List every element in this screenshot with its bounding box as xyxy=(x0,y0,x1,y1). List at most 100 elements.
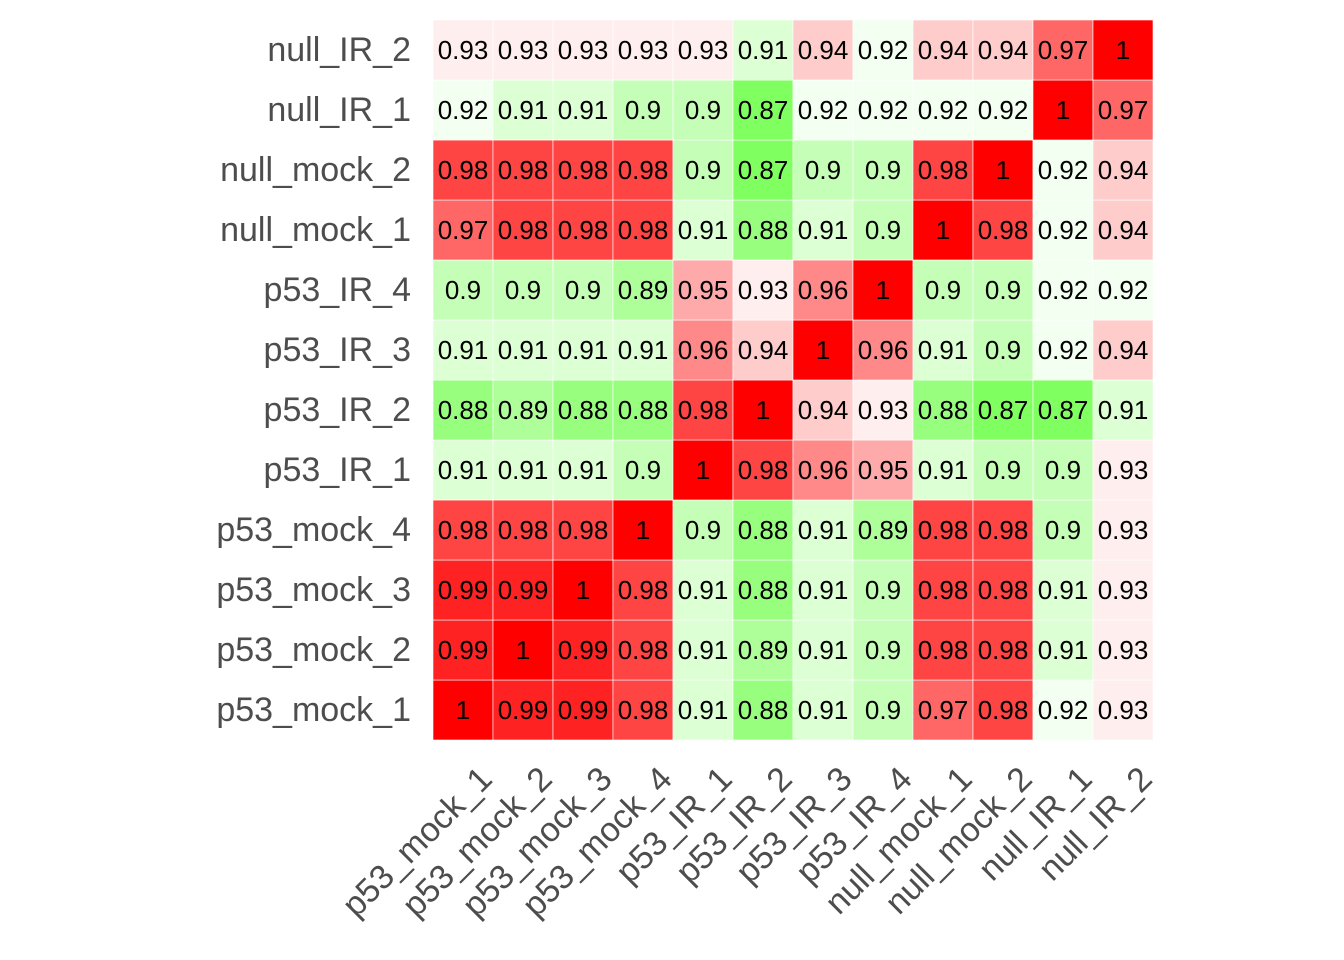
cell-value-label: 0.9 xyxy=(565,275,601,305)
cell-value-label: 0.91 xyxy=(498,455,549,485)
cell-value-label: 0.87 xyxy=(978,395,1029,425)
cell-value-label: 0.9 xyxy=(865,155,901,185)
heatmap-cell-null_mock_2-p53_IR_2 xyxy=(732,139,794,201)
cell-value-label: 0.92 xyxy=(1038,275,1089,305)
heatmap-cell-null_mock_1-p53_IR_4 xyxy=(852,199,914,261)
heatmap-cell-p53_mock_2-p53_mock_4 xyxy=(612,619,674,681)
cell-value-label: 0.99 xyxy=(558,695,609,725)
cell-value-label: 1 xyxy=(876,275,890,305)
cell-value-label: 0.91 xyxy=(678,695,729,725)
y-tick-label: p53_IR_2 xyxy=(264,391,411,429)
y-tick-label: null_IR_2 xyxy=(267,31,411,69)
cell-value-label: 0.88 xyxy=(918,395,969,425)
heatmap-cell-null_mock_1-p53_mock_3 xyxy=(552,199,614,261)
cell-value-label: 0.9 xyxy=(985,335,1021,365)
cell-value-label: 0.96 xyxy=(798,455,849,485)
cell-value-label: 0.99 xyxy=(558,635,609,665)
heatmap-cell-p53_mock_2-p53_IR_3 xyxy=(792,619,854,681)
cell-value-label: 0.93 xyxy=(438,35,489,65)
cell-value-label: 0.98 xyxy=(558,515,609,545)
cell-value-label: 0.98 xyxy=(498,515,549,545)
cell-value-label: 1 xyxy=(936,215,950,245)
heatmap-cell-p53_mock_1-null_mock_2 xyxy=(972,679,1034,741)
cell-value-label: 0.91 xyxy=(798,515,849,545)
heatmap-cell-p53_mock_1-p53_IR_1 xyxy=(672,679,734,741)
heatmap-cell-null_mock_1-p53_mock_2 xyxy=(492,199,554,261)
heatmap-cell-null_IR_2-p53_IR_1 xyxy=(672,19,734,81)
cell-value-label: 0.94 xyxy=(1098,215,1149,245)
cell-value-label: 0.94 xyxy=(738,335,789,365)
cell-value-label: 0.9 xyxy=(1045,455,1081,485)
heatmap-cell-p53_IR_3-null_IR_1 xyxy=(1032,319,1094,381)
heatmap-cell-p53_IR_3-null_IR_2 xyxy=(1092,319,1154,381)
heatmap-cell-null_mock_2-p53_mock_2 xyxy=(492,139,554,201)
cell-value-label: 0.94 xyxy=(1098,335,1149,365)
heatmap-cell-null_mock_2-p53_mock_3 xyxy=(552,139,614,201)
cell-value-label: 0.92 xyxy=(1038,695,1089,725)
cell-value-label: 0.87 xyxy=(738,95,789,125)
cell-value-label: 0.98 xyxy=(918,155,969,185)
heatmap-cell-p53_mock_2-p53_mock_1 xyxy=(432,619,494,681)
cell-value-label: 0.88 xyxy=(738,695,789,725)
cell-value-label: 0.9 xyxy=(685,515,721,545)
heatmap-cell-null_IR_1-p53_mock_2 xyxy=(492,79,554,141)
cell-value-label: 0.9 xyxy=(685,95,721,125)
cell-value-label: 0.91 xyxy=(798,575,849,605)
cell-value-label: 0.89 xyxy=(618,275,669,305)
heatmap-cell-p53_IR_3-p53_IR_3 xyxy=(792,319,854,381)
cell-value-label: 0.9 xyxy=(865,575,901,605)
heatmap-cell-null_mock_2-null_IR_1 xyxy=(1032,139,1094,201)
heatmap-cell-null_IR_2-p53_IR_3 xyxy=(792,19,854,81)
cell-value-label: 0.93 xyxy=(858,395,909,425)
cell-value-label: 0.93 xyxy=(1098,575,1149,605)
heatmap-cell-p53_mock_3-p53_IR_1 xyxy=(672,559,734,621)
heatmap-cell-p53_IR_1-p53_IR_2 xyxy=(732,439,794,501)
heatmap-cell-p53_mock_4-null_IR_1 xyxy=(1032,499,1094,561)
cell-value-label: 1 xyxy=(576,575,590,605)
heatmap-cell-null_IR_1-p53_IR_2 xyxy=(732,79,794,141)
cell-value-label: 0.91 xyxy=(618,335,669,365)
heatmap-cell-null_mock_1-p53_mock_1 xyxy=(432,199,494,261)
cell-value-label: 0.96 xyxy=(798,275,849,305)
cell-value-label: 0.97 xyxy=(1098,95,1149,125)
heatmap-cell-null_mock_1-p53_IR_3 xyxy=(792,199,854,261)
heatmap-cell-p53_IR_4-p53_mock_3 xyxy=(552,259,614,321)
cell-value-label: 0.93 xyxy=(618,35,669,65)
cell-value-label: 0.98 xyxy=(918,575,969,605)
heatmap-cell-null_mock_2-null_IR_2 xyxy=(1092,139,1154,201)
cell-value-label: 0.92 xyxy=(858,35,909,65)
heatmap-cell-p53_IR_1-null_IR_2 xyxy=(1092,439,1154,501)
y-tick-label: null_mock_1 xyxy=(220,211,411,249)
heatmap-cell-p53_mock_1-null_mock_1 xyxy=(912,679,974,741)
cell-value-label: 0.87 xyxy=(1038,395,1089,425)
cell-value-label: 0.96 xyxy=(678,335,729,365)
cell-value-label: 0.87 xyxy=(738,155,789,185)
cell-value-label: 1 xyxy=(1116,35,1130,65)
cell-value-label: 0.98 xyxy=(738,455,789,485)
cell-value-label: 0.91 xyxy=(558,95,609,125)
cell-value-label: 0.98 xyxy=(618,155,669,185)
heatmap-cell-p53_mock_3-null_IR_1 xyxy=(1032,559,1094,621)
heatmap-cell-p53_IR_3-p53_mock_4 xyxy=(612,319,674,381)
y-tick-label: p53_mock_1 xyxy=(216,691,411,729)
cell-value-label: 0.91 xyxy=(498,335,549,365)
cell-value-label: 0.94 xyxy=(978,35,1029,65)
heatmap-cell-p53_mock_3-null_mock_2 xyxy=(972,559,1034,621)
heatmap-cell-p53_mock_2-p53_IR_1 xyxy=(672,619,734,681)
heatmap-cell-null_IR_2-null_IR_1 xyxy=(1032,19,1094,81)
cell-value-label: 0.98 xyxy=(978,215,1029,245)
heatmap-cell-p53_IR_2-null_mock_1 xyxy=(912,379,974,441)
cell-value-label: 0.9 xyxy=(865,635,901,665)
cell-value-label: 0.91 xyxy=(798,695,849,725)
heatmap-cell-p53_IR_2-p53_mock_4 xyxy=(612,379,674,441)
cell-value-label: 0.98 xyxy=(918,515,969,545)
cell-value-label: 0.93 xyxy=(498,35,549,65)
cell-value-label: 0.96 xyxy=(858,335,909,365)
heatmap-cell-p53_mock_4-null_IR_2 xyxy=(1092,499,1154,561)
cell-value-label: 0.98 xyxy=(618,575,669,605)
cell-value-label: 1 xyxy=(1056,95,1070,125)
cell-value-label: 0.91 xyxy=(918,335,969,365)
cell-value-label: 0.98 xyxy=(618,635,669,665)
cell-value-label: 0.98 xyxy=(498,155,549,185)
cell-value-label: 0.92 xyxy=(1098,275,1149,305)
